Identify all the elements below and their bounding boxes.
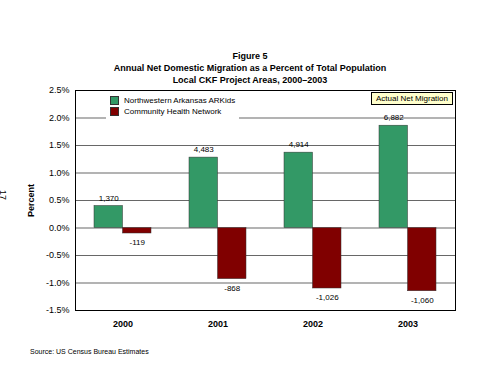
svg-text:2003: 2003 bbox=[398, 319, 418, 329]
html-text:Actual Net Migration: Actual Net Migration bbox=[376, 94, 448, 103]
svg-text:0.5%: 0.5% bbox=[49, 195, 70, 205]
svg-text:Percent: Percent bbox=[26, 184, 36, 217]
html-text:Northwestern Arkansas ARKids: Northwestern Arkansas ARKids bbox=[124, 96, 236, 105]
svg-text:-868: -868 bbox=[224, 284, 241, 293]
html-text:Local CKF Project Areas, 2000–: Local CKF Project Areas, 2000–2003 bbox=[172, 75, 328, 85]
svg-text:-0.5%: -0.5% bbox=[46, 250, 70, 260]
svg-text:1,370: 1,370 bbox=[99, 194, 120, 203]
svg-text:2.5%: 2.5% bbox=[49, 86, 70, 95]
svg-text:2.0%: 2.0% bbox=[49, 113, 70, 123]
svg-text:1.5%: 1.5% bbox=[49, 140, 70, 150]
svg-text:-119: -119 bbox=[130, 238, 146, 247]
html-text:Source: US Census Bureau Estim: Source: US Census Bureau Estimates bbox=[30, 348, 149, 355]
svg-text:2002: 2002 bbox=[303, 319, 323, 329]
svg-text:1.0%: 1.0% bbox=[49, 168, 70, 178]
svg-text:2000: 2000 bbox=[113, 319, 133, 329]
svg-text:-1,060: -1,060 bbox=[411, 296, 434, 305]
svg-text:-1.5%: -1.5% bbox=[46, 305, 70, 315]
html-text:Figure 5: Figure 5 bbox=[232, 51, 268, 61]
svg-text:0.0%: 0.0% bbox=[49, 223, 70, 233]
svg-text:4,483: 4,483 bbox=[194, 145, 215, 154]
svg-text:-1.0%: -1.0% bbox=[46, 278, 70, 288]
html-text:Annual Net Domestic Migration: Annual Net Domestic Migration as a Perce… bbox=[113, 63, 387, 73]
svg-text:2001: 2001 bbox=[208, 319, 228, 329]
html-text:Community Health Network: Community Health Network bbox=[124, 107, 222, 116]
svg-text:-1,026: -1,026 bbox=[316, 293, 339, 302]
svg-text:6,882: 6,882 bbox=[384, 113, 405, 122]
svg-text:4,914: 4,914 bbox=[289, 140, 310, 149]
